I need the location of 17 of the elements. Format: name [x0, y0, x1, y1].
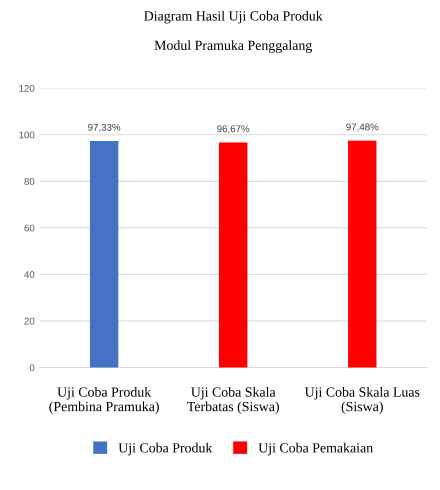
y-tick-label: 100 — [19, 131, 34, 138]
y-tick-label: 40 — [24, 271, 34, 278]
y-tick-label: 60 — [24, 224, 34, 232]
y-tick-label: 0 — [30, 364, 34, 372]
legend-label: Uji Coba Pemakaian — [258, 442, 373, 456]
y-tick-label: 120 — [19, 84, 34, 92]
data-label: 97,33% — [88, 124, 120, 132]
data-label: 96,67% — [217, 125, 250, 134]
data-label: 97,48% — [346, 123, 378, 132]
legend-label: Uji Coba Produk — [118, 442, 212, 456]
x-tick-label: Uji Coba Produk (Pembina Pramuka) — [49, 386, 159, 414]
chart-title: Diagram Hasil Uji Coba Produk — [144, 10, 323, 24]
y-tick-label: 20 — [24, 318, 34, 325]
chart-subtitle: Modul Pramuka Penggalang — [154, 40, 312, 53]
x-tick-label: Uji Coba Skala Luas (Siswa) — [304, 386, 420, 414]
y-tick-label: 80 — [24, 178, 34, 185]
x-tick-label: Uji Coba Skala Terbatas (Siswa) — [187, 386, 279, 414]
